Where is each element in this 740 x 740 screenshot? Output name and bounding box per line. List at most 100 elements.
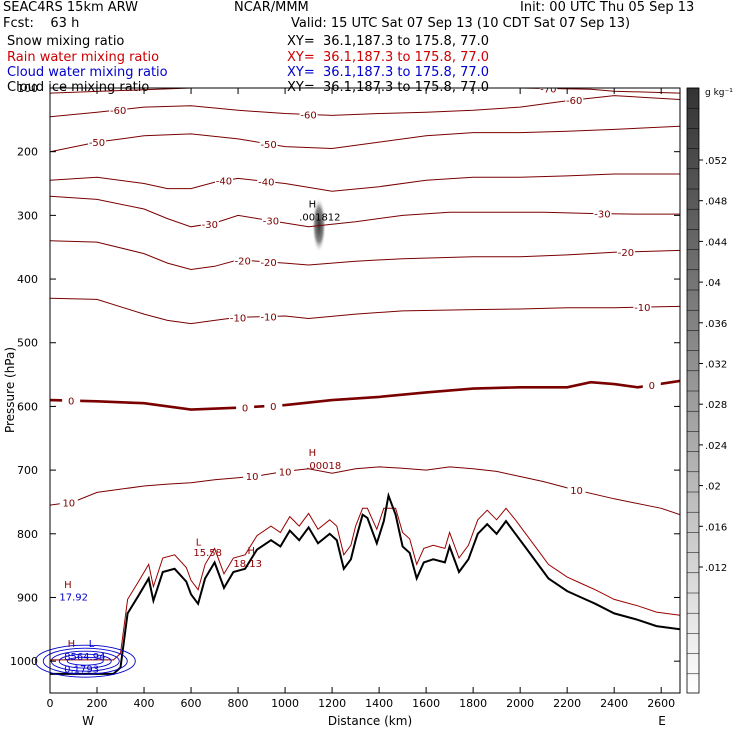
isotherm-label-bg bbox=[259, 256, 278, 268]
isotherm-label-bg bbox=[109, 103, 128, 115]
isotherm-line bbox=[50, 466, 680, 516]
colorbar-tick-label: .044 bbox=[705, 237, 727, 248]
isotherm-0: 0 0 0 0 bbox=[50, 379, 680, 414]
isotherm-label-bg bbox=[261, 214, 280, 226]
x-axis-label: Distance (km) bbox=[328, 714, 412, 728]
isotherm-label-bg bbox=[259, 310, 278, 322]
center-name: NCAR/MMM bbox=[234, 0, 309, 15]
x-end-label-left: W bbox=[82, 714, 94, 728]
field-label-snow: Snow mixing ratio bbox=[7, 34, 125, 49]
y-tick-label: 500 bbox=[17, 337, 38, 350]
isotherm-label-bg bbox=[567, 484, 586, 496]
contour-annotation: .00018 bbox=[306, 461, 341, 472]
cloud-water-contour bbox=[34, 644, 136, 678]
snow-maximum-shading bbox=[312, 197, 326, 253]
isotherm-label: -30 bbox=[263, 217, 279, 228]
isotherm-label: -10 bbox=[260, 312, 276, 323]
x-tick-label: 600 bbox=[181, 697, 202, 710]
contour-annotation: H bbox=[247, 546, 255, 557]
x-tick-label: 2400 bbox=[600, 697, 628, 710]
isotherm--10: -10 -10 -10 bbox=[50, 297, 680, 325]
colorbar-tick-label: .028 bbox=[705, 400, 727, 411]
isotherm-label: 10 bbox=[62, 499, 75, 510]
isotherm-label-bg bbox=[233, 254, 252, 266]
contour-annotation: L bbox=[196, 537, 202, 548]
x-tick-label: 0 bbox=[47, 697, 54, 710]
x-tick-label: 1800 bbox=[459, 697, 487, 710]
isotherm-label-bg bbox=[565, 93, 584, 105]
x-tick-label: 1000 bbox=[271, 697, 299, 710]
rain-water-contour bbox=[50, 507, 680, 661]
contour-annotation: 18.13 bbox=[233, 559, 262, 570]
x-tick-label: 1400 bbox=[365, 697, 393, 710]
cloud-water-contour bbox=[42, 647, 128, 675]
contour-annotation: L bbox=[89, 639, 95, 650]
contour-annotation: H bbox=[309, 448, 317, 459]
contour-annotation: .001812 bbox=[299, 212, 340, 223]
isotherm-label: 0 bbox=[68, 397, 74, 408]
isotherm-10: 10 10 10 10 bbox=[50, 465, 680, 516]
isotherm-line bbox=[50, 379, 680, 411]
xy-snow: XY= 36.1,187.3 to 175.8, 77.0 bbox=[287, 34, 490, 49]
isotherm-label: -30 bbox=[594, 210, 610, 221]
colorbar-tick-label: .036 bbox=[705, 319, 727, 330]
isotherm-label: -10 bbox=[634, 303, 650, 314]
isotherm-line bbox=[50, 125, 680, 153]
x-tick-label: 2000 bbox=[506, 697, 534, 710]
isotherm-label-bg bbox=[642, 379, 661, 391]
isotherm-label: 0 bbox=[649, 381, 655, 392]
x-tick-label: 800 bbox=[228, 697, 249, 710]
isotherm-label: -10 bbox=[230, 313, 246, 324]
isotherm-line bbox=[50, 195, 680, 228]
isotherm-label: -40 bbox=[258, 177, 274, 188]
y-tick-label: 900 bbox=[17, 591, 38, 604]
colorbar-tick-label: .04 bbox=[705, 278, 721, 289]
isotherm-label-bg bbox=[616, 245, 635, 257]
colorbar-tick-label: .012 bbox=[705, 563, 727, 574]
y-tick-label: 600 bbox=[17, 400, 38, 413]
x-tick-label: 200 bbox=[87, 697, 108, 710]
x-tick-label: 400 bbox=[134, 697, 155, 710]
isotherm-label-bg bbox=[236, 401, 255, 413]
y-tick-label: 400 bbox=[17, 273, 38, 286]
isotherm-label: -50 bbox=[89, 138, 105, 149]
isotherm-label: 10 bbox=[246, 472, 259, 483]
field-label-cloudwater: Cloud water mixing ratio bbox=[7, 65, 168, 80]
isotherm--60: -60 -60 -60 bbox=[50, 93, 680, 121]
x-tick-label: 2200 bbox=[553, 697, 581, 710]
x-tick-label: 2600 bbox=[647, 697, 675, 710]
contour-annotation: 15.58 bbox=[193, 548, 222, 559]
colorbar-scale bbox=[686, 87, 700, 694]
xy-rain: XY= 36.1,187.3 to 175.8, 77.0 bbox=[287, 50, 490, 65]
valid-time: Valid: 15 UTC Sat 07 Sep 13 (10 CDT Sat … bbox=[291, 16, 631, 31]
isotherm-label: 10 bbox=[570, 486, 583, 497]
isotherm-label-bg bbox=[276, 465, 295, 477]
isotherm-label-bg bbox=[59, 496, 78, 508]
isotherm-label: -20 bbox=[260, 258, 276, 269]
y-tick-label: 200 bbox=[17, 146, 38, 159]
isotherm-label-bg bbox=[264, 399, 283, 411]
plot-frame bbox=[49, 87, 681, 694]
contour-annotation: 17.92 bbox=[59, 593, 88, 604]
colorbar: .052 .048 .044 .04 .036 .032 .028 .024 .02 .016 .0… bbox=[686, 87, 733, 694]
isotherm-label-bg bbox=[88, 136, 107, 148]
isotherm-line bbox=[50, 297, 680, 325]
contour-annotation: H bbox=[64, 580, 72, 591]
isotherm-label-bg bbox=[243, 470, 262, 482]
isotherm--50: -50 -50 bbox=[50, 125, 680, 153]
contour-annotation: H bbox=[68, 639, 76, 650]
isotherm-label: -20 bbox=[235, 256, 251, 267]
isotherm-label: -60 bbox=[300, 110, 316, 121]
isotherm-label-bg bbox=[257, 175, 276, 187]
y-tick-label-top: 100 bbox=[17, 82, 38, 95]
y-axis-label: Pressure (hPa) bbox=[3, 347, 17, 433]
x-tick-label: 1600 bbox=[412, 697, 440, 710]
colorbar-tick-label: .024 bbox=[705, 441, 727, 452]
isotherm-line bbox=[50, 173, 680, 192]
surface-pressure-line bbox=[50, 491, 680, 675]
colorbar-tick-label: .048 bbox=[705, 197, 727, 208]
isotherm--70: -70 bbox=[50, 88, 680, 96]
isotherm-label-bg bbox=[633, 301, 652, 313]
y-tick-label: 800 bbox=[17, 528, 38, 541]
